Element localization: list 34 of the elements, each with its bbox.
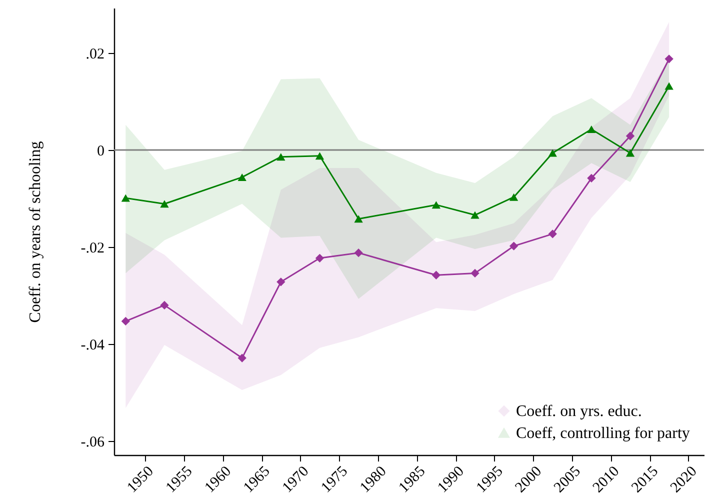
point xyxy=(509,242,518,250)
point xyxy=(664,54,674,64)
point xyxy=(626,132,635,140)
y-tick-label: -.02 xyxy=(80,240,104,257)
y-tick-label: -.06 xyxy=(80,434,105,450)
point xyxy=(587,125,596,133)
point xyxy=(432,201,440,209)
point xyxy=(470,268,480,278)
point xyxy=(160,300,169,310)
point xyxy=(548,230,557,238)
point xyxy=(121,316,130,326)
point xyxy=(276,153,286,161)
point xyxy=(470,211,480,219)
point xyxy=(664,82,674,90)
legend-label: Coeff. on yrs. educ. xyxy=(516,403,642,420)
point xyxy=(276,278,286,286)
point xyxy=(354,248,363,258)
point xyxy=(626,149,635,157)
point xyxy=(121,194,130,202)
point xyxy=(587,174,596,182)
y-tick-label: .02 xyxy=(86,46,104,63)
point xyxy=(315,152,324,160)
point xyxy=(238,354,246,362)
point xyxy=(160,200,169,208)
point xyxy=(238,173,246,181)
point xyxy=(354,215,363,223)
legend-label: Coeff, controlling for party xyxy=(516,425,690,442)
point xyxy=(548,149,557,157)
y-axis-title: Coeff. on years of schooling xyxy=(26,141,44,323)
point xyxy=(432,270,440,280)
y-tick-label: 0 xyxy=(97,144,104,160)
point xyxy=(509,193,518,201)
y-tick-label: -.04 xyxy=(80,337,105,354)
point xyxy=(315,254,324,262)
